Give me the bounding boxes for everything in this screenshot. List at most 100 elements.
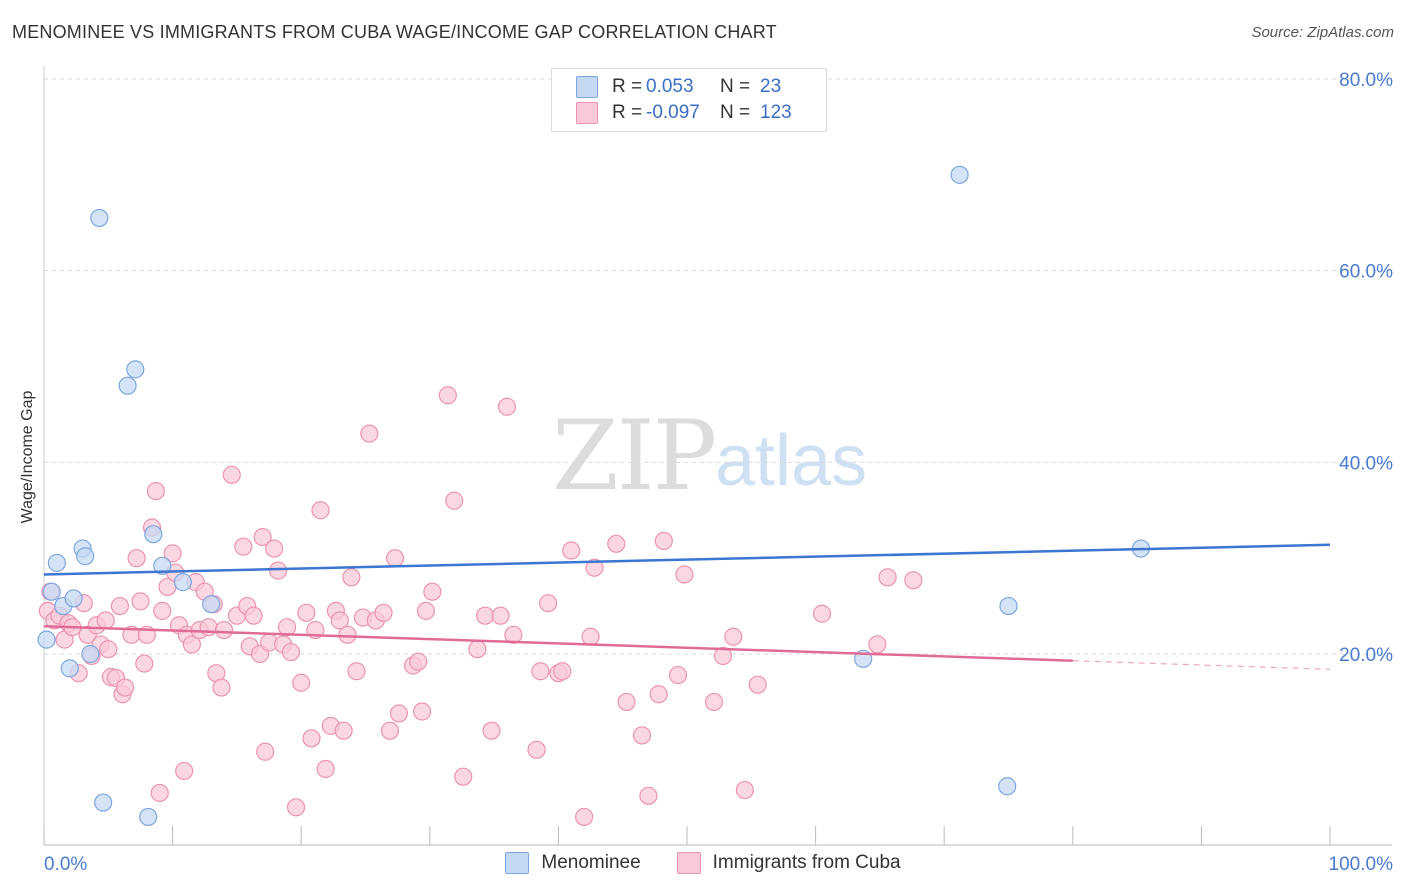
- legend-swatch-menominee: [576, 76, 598, 98]
- cuba-point: [445, 491, 464, 510]
- cuba-point: [330, 611, 349, 630]
- cuba-point: [735, 780, 754, 800]
- legend-r-label: R =: [612, 76, 643, 97]
- cuba-point: [334, 721, 353, 740]
- cuba-point: [531, 662, 550, 681]
- cuba-point: [724, 627, 743, 646]
- cuba-trend-line: [43, 624, 1073, 662]
- cuba-point: [581, 627, 600, 646]
- cuba-point: [607, 534, 626, 553]
- cuba-point: [639, 786, 658, 805]
- y-axis-label: Wage/Income Gap: [19, 390, 36, 524]
- cuba-point: [96, 611, 115, 630]
- cuba-point: [302, 729, 321, 748]
- cuba-point: [374, 603, 393, 622]
- cuba-point: [153, 601, 172, 620]
- cuba-point: [668, 665, 688, 685]
- cuba-point: [654, 531, 673, 551]
- legend-item-menominee[interactable]: Menominee: [505, 852, 641, 874]
- menominee-point: [90, 208, 109, 228]
- legend-label-cuba: Immigrants from Cuba: [712, 852, 901, 873]
- cuba-point: [868, 635, 887, 654]
- menominee-point: [60, 659, 79, 678]
- cuba-point: [553, 662, 572, 681]
- cuba-point: [244, 606, 263, 625]
- cuba-point: [878, 568, 897, 587]
- y-tick-label: 80.0%: [1339, 70, 1393, 91]
- stats-legend: R = 0.053 N = 23 R = -0.097 N = 123: [551, 68, 827, 132]
- cuba-point: [704, 692, 724, 712]
- cuba-point: [182, 635, 201, 654]
- y-tick-label: 40.0%: [1339, 453, 1393, 474]
- cuba-point: [454, 767, 473, 786]
- cuba-point: [131, 592, 150, 611]
- legend-item-cuba[interactable]: Immigrants from Cuba: [676, 852, 901, 874]
- cuba-point: [649, 685, 668, 704]
- menominee-point: [37, 630, 56, 649]
- menominee-point: [999, 596, 1018, 616]
- legend-swatch-cuba: [576, 102, 598, 124]
- menominee-point: [126, 360, 145, 379]
- legend-swatch-cuba: [676, 852, 701, 874]
- cuba-point: [468, 640, 487, 659]
- cuba-point: [438, 386, 457, 405]
- menominee-point: [144, 525, 163, 544]
- cuba-point: [265, 539, 284, 558]
- cuba-point: [150, 783, 169, 803]
- watermark-zip: ZIP: [552, 400, 717, 512]
- watermark-atlas: atlas: [715, 421, 868, 501]
- legend-n-label: N =: [720, 102, 751, 123]
- cuba-point: [338, 625, 357, 644]
- cuba-trend-extension: [1072, 660, 1331, 670]
- cuba-point: [256, 742, 275, 761]
- cuba-point: [385, 549, 405, 568]
- cuba-point: [268, 561, 288, 580]
- cuba-point: [281, 642, 301, 662]
- cuba-point: [212, 678, 231, 697]
- cuba-point: [423, 582, 442, 601]
- chart-title: MENOMINEE VS IMMIGRANTS FROM CUBA WAGE/I…: [12, 22, 777, 42]
- cuba-point: [409, 652, 428, 671]
- cuba-point: [812, 604, 832, 623]
- cuba-point: [904, 571, 923, 590]
- menominee-point: [76, 547, 95, 566]
- menominee-point: [153, 556, 172, 575]
- y-tick-label: 60.0%: [1339, 262, 1393, 283]
- cuba-point: [110, 596, 129, 616]
- x-tick-label: 100.0%: [1329, 854, 1394, 875]
- cuba-point: [632, 726, 652, 745]
- cuba-point: [360, 424, 379, 443]
- menominee-point: [998, 777, 1017, 796]
- cuba-point: [214, 620, 234, 640]
- legend-row-menominee: R = 0.053 N = 23: [576, 74, 781, 100]
- series-legend: Menominee Immigrants from Cuba: [0, 852, 1406, 874]
- cuba-point: [347, 662, 366, 681]
- legend-r-value: -0.097: [646, 102, 700, 123]
- menominee-point: [173, 573, 192, 592]
- legend-r-value: 0.053: [646, 76, 694, 97]
- menominee-point: [64, 589, 83, 608]
- cuba-point: [127, 549, 146, 568]
- cuba-point: [342, 568, 361, 587]
- menominee-point: [81, 644, 100, 664]
- x-tick-label: 0.0%: [44, 854, 87, 875]
- legend-n-value: 123: [760, 102, 792, 123]
- cuba-point: [539, 594, 558, 613]
- cuba-point: [412, 702, 432, 721]
- cuba-point: [527, 740, 546, 759]
- cuba-point: [585, 558, 604, 577]
- cuba-point: [292, 673, 311, 692]
- cuba-point: [253, 527, 272, 547]
- menominee-trend-line: [43, 543, 1331, 576]
- menominee-point: [139, 807, 158, 827]
- cuba-point: [175, 761, 194, 781]
- menominee-point: [47, 553, 66, 573]
- cuba-point: [504, 625, 523, 644]
- legend-r-label: R =: [612, 102, 643, 123]
- cuba-point: [146, 481, 165, 501]
- cuba-point: [416, 601, 436, 620]
- cuba-point: [135, 654, 154, 673]
- cuba-point: [380, 721, 400, 740]
- cuba-point: [234, 537, 253, 556]
